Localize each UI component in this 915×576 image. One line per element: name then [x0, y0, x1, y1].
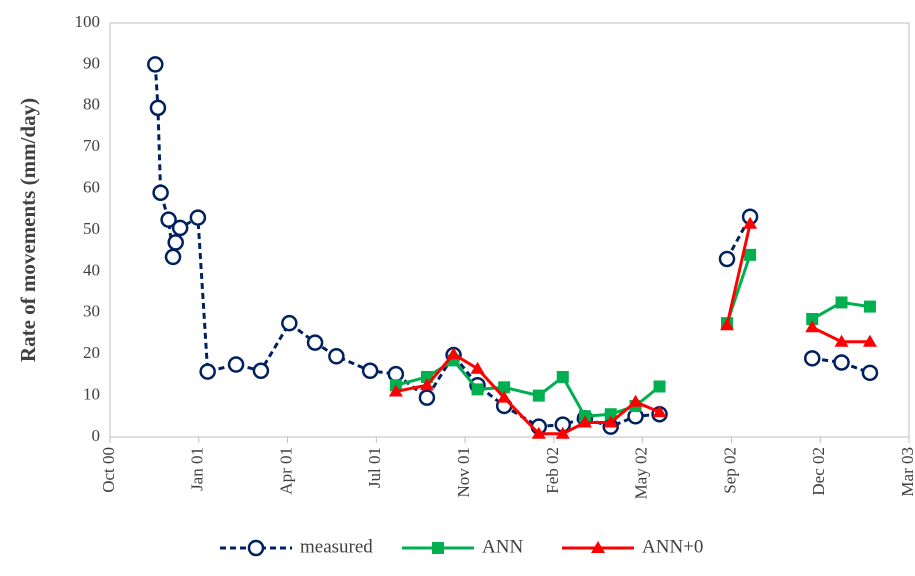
y-tick-label: 90	[83, 53, 100, 72]
data-point	[532, 389, 545, 402]
y-tick-label: 50	[83, 219, 100, 238]
data-point	[498, 381, 511, 394]
legend-label: ANN+0	[642, 536, 703, 557]
data-point	[160, 211, 177, 228]
y-tick-label: 60	[83, 178, 100, 197]
x-tick-label: Mar 03	[898, 447, 915, 497]
y-tick-label: 80	[83, 95, 100, 114]
data-point	[252, 362, 270, 380]
y-tick-label: 30	[83, 302, 100, 321]
x-tick-label: Jul 01	[365, 447, 384, 488]
data-point	[171, 219, 189, 237]
data-point	[577, 415, 592, 428]
x-tick-label: Nov 01	[454, 447, 473, 498]
data-point	[281, 314, 298, 332]
y-tick-label: 100	[75, 12, 101, 31]
data-point	[833, 354, 850, 371]
y-tick-label: 0	[92, 426, 101, 445]
data-point	[743, 216, 758, 229]
data-point	[446, 347, 461, 360]
x-tick-label: Apr 01	[276, 447, 295, 495]
data-point	[189, 209, 207, 226]
data-point	[835, 296, 848, 309]
data-point	[806, 313, 819, 326]
y-tick-label: 20	[83, 343, 100, 362]
plot-frame	[109, 22, 910, 438]
legend-label: measured	[300, 536, 373, 557]
data-point	[227, 356, 245, 373]
data-point	[152, 184, 169, 201]
legend-marker	[247, 539, 265, 557]
data-point	[805, 320, 820, 333]
data-point	[653, 380, 666, 393]
data-point	[555, 426, 570, 439]
data-point	[306, 334, 324, 351]
legend-marker	[591, 541, 605, 553]
series-line	[395, 254, 871, 418]
data-point	[388, 384, 403, 397]
legend-marker	[432, 542, 444, 554]
y-tick-label: 70	[83, 136, 100, 155]
y-tick-label: 10	[83, 385, 100, 404]
x-tick-label: Dec 02	[809, 447, 828, 496]
data-point	[531, 426, 546, 439]
data-point	[147, 56, 164, 73]
x-tick-label: Jan 01	[188, 447, 207, 491]
data-point	[803, 350, 821, 367]
x-tick-label: Feb 02	[543, 447, 562, 494]
data-point	[862, 334, 877, 347]
data-point	[328, 348, 345, 365]
x-tick-label: Sep 02	[720, 447, 739, 494]
data-point	[628, 394, 643, 407]
data-point	[604, 408, 617, 421]
data-point	[497, 390, 512, 403]
data-point	[863, 300, 876, 313]
data-point	[556, 370, 569, 383]
data-point	[361, 362, 379, 380]
data-point	[603, 415, 618, 428]
data-point	[167, 234, 184, 251]
data-point	[149, 99, 167, 117]
x-tick-label: May 02	[632, 447, 651, 499]
data-point	[471, 383, 484, 396]
data-point	[387, 365, 405, 383]
data-point	[418, 389, 436, 406]
y-tick-label: 40	[83, 260, 100, 279]
x-tick-label: Oct 00	[99, 447, 118, 493]
legend-label: ANN	[482, 536, 523, 557]
data-point	[419, 378, 434, 391]
data-point	[720, 318, 735, 331]
data-point	[199, 363, 216, 380]
data-point	[652, 405, 667, 418]
data-point	[834, 334, 849, 347]
data-point	[470, 361, 485, 374]
y-axis-label: Rate of movements (mm/day)	[16, 98, 40, 362]
data-point	[718, 250, 736, 268]
data-point	[744, 248, 757, 261]
data-point	[164, 248, 182, 266]
data-point	[861, 364, 879, 382]
